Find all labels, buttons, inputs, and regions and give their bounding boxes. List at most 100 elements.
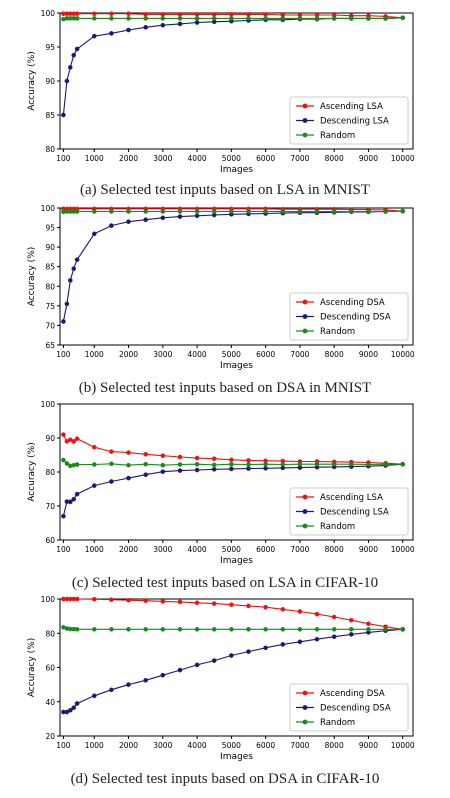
data-point — [383, 209, 388, 214]
y-axis-label: Accuracy (%) — [27, 638, 37, 698]
data-point — [68, 708, 73, 713]
x-tick-label: 2000 — [119, 154, 138, 163]
legend-box — [289, 292, 409, 341]
data-point — [348, 16, 354, 21]
data-point — [71, 266, 76, 272]
data-point — [126, 462, 131, 468]
data-point — [297, 209, 303, 214]
data-point — [126, 27, 131, 33]
data-point — [74, 46, 80, 52]
data-point — [177, 454, 183, 460]
x-tick-label: 1000 — [85, 154, 104, 163]
x-tick-label: 8000 — [325, 545, 344, 554]
data-point — [314, 611, 320, 617]
data-point — [177, 462, 183, 467]
x-tick-label: 9000 — [359, 350, 378, 359]
y-tick-label: 80 — [45, 629, 55, 638]
y-tick-label: 100 — [41, 9, 56, 18]
data-point — [109, 449, 114, 454]
data-point — [211, 466, 217, 472]
data-point — [263, 604, 268, 610]
data-point — [160, 453, 166, 459]
caption-b: (b) Selected test inputs based on DSA in… — [78, 380, 372, 396]
data-point — [109, 16, 114, 21]
data-point — [211, 658, 217, 663]
data-point — [143, 472, 148, 478]
x-tick-label: 1000 — [85, 741, 104, 750]
data-point — [109, 479, 114, 484]
data-point — [143, 598, 148, 604]
x-axis-label: Images — [220, 556, 253, 566]
y-tick-label: 85 — [45, 263, 55, 272]
y-tick-label: 85 — [45, 111, 55, 120]
x-tick-label: 4000 — [188, 154, 207, 163]
legend-swatch-marker — [302, 523, 308, 529]
data-point — [126, 597, 131, 603]
data-point — [246, 462, 251, 467]
data-point — [331, 634, 337, 640]
x-tick-label: 7000 — [290, 154, 309, 163]
data-point — [263, 12, 268, 17]
data-point — [61, 112, 66, 118]
data-point — [229, 466, 234, 472]
data-point — [211, 456, 217, 462]
legend-entry-label: Random — [320, 718, 355, 728]
chart-2: 100 1000 2000 3000 4000 5000 6000 7000 8000 9000 1… — [27, 204, 415, 371]
data-point — [92, 33, 97, 39]
legend-swatch-marker — [302, 705, 308, 710]
data-point — [194, 627, 200, 632]
data-point — [126, 16, 131, 21]
legend-swatch-marker — [302, 509, 308, 514]
data-point — [143, 451, 148, 457]
data-point — [160, 599, 166, 604]
x-tick-label: 1000 — [85, 545, 104, 554]
data-point — [109, 223, 114, 228]
data-point — [160, 627, 166, 632]
legend-swatch-marker — [302, 299, 308, 305]
data-point — [366, 209, 371, 214]
data-point — [211, 16, 217, 21]
legend-swatch-marker — [302, 328, 308, 334]
caption-a: (a) Selected test inputs based on LSA in… — [80, 182, 370, 198]
data-point — [71, 705, 76, 711]
data-point — [297, 639, 303, 645]
data-point — [126, 450, 131, 455]
data-point — [383, 627, 388, 632]
y-tick-label: 80 — [45, 468, 55, 477]
plot-frame — [59, 207, 414, 346]
data-point — [143, 12, 148, 17]
data-point — [109, 687, 114, 693]
data-point — [366, 621, 371, 627]
x-tick-label: 10000 — [391, 154, 415, 163]
data-point — [229, 16, 234, 21]
data-point — [246, 458, 251, 463]
data-point — [126, 475, 131, 481]
data-point — [92, 693, 97, 699]
data-point — [246, 16, 251, 21]
x-tick-label: 9000 — [359, 154, 378, 163]
data-point — [92, 231, 97, 237]
data-point — [177, 667, 183, 673]
x-tick-label: 100 — [56, 545, 71, 554]
y-tick-label: 95 — [45, 43, 55, 52]
data-point — [160, 12, 166, 17]
y-tick-label: 40 — [45, 698, 55, 707]
x-tick-label: 6000 — [256, 350, 275, 359]
y-tick-label: 60 — [45, 664, 55, 673]
data-point — [177, 21, 183, 27]
data-point — [246, 603, 251, 609]
data-point — [109, 461, 114, 467]
x-tick-label: 5000 — [222, 154, 241, 163]
data-point — [229, 457, 234, 463]
data-point — [314, 209, 320, 214]
data-point — [263, 465, 268, 471]
data-point — [263, 645, 268, 651]
data-point — [177, 468, 183, 473]
legend-entry-label: Random — [320, 131, 355, 141]
data-point — [229, 627, 234, 632]
x-tick-label: 10000 — [391, 545, 415, 554]
data-point — [229, 461, 234, 467]
data-point — [194, 461, 200, 467]
x-tick-label: 100 — [56, 154, 71, 163]
